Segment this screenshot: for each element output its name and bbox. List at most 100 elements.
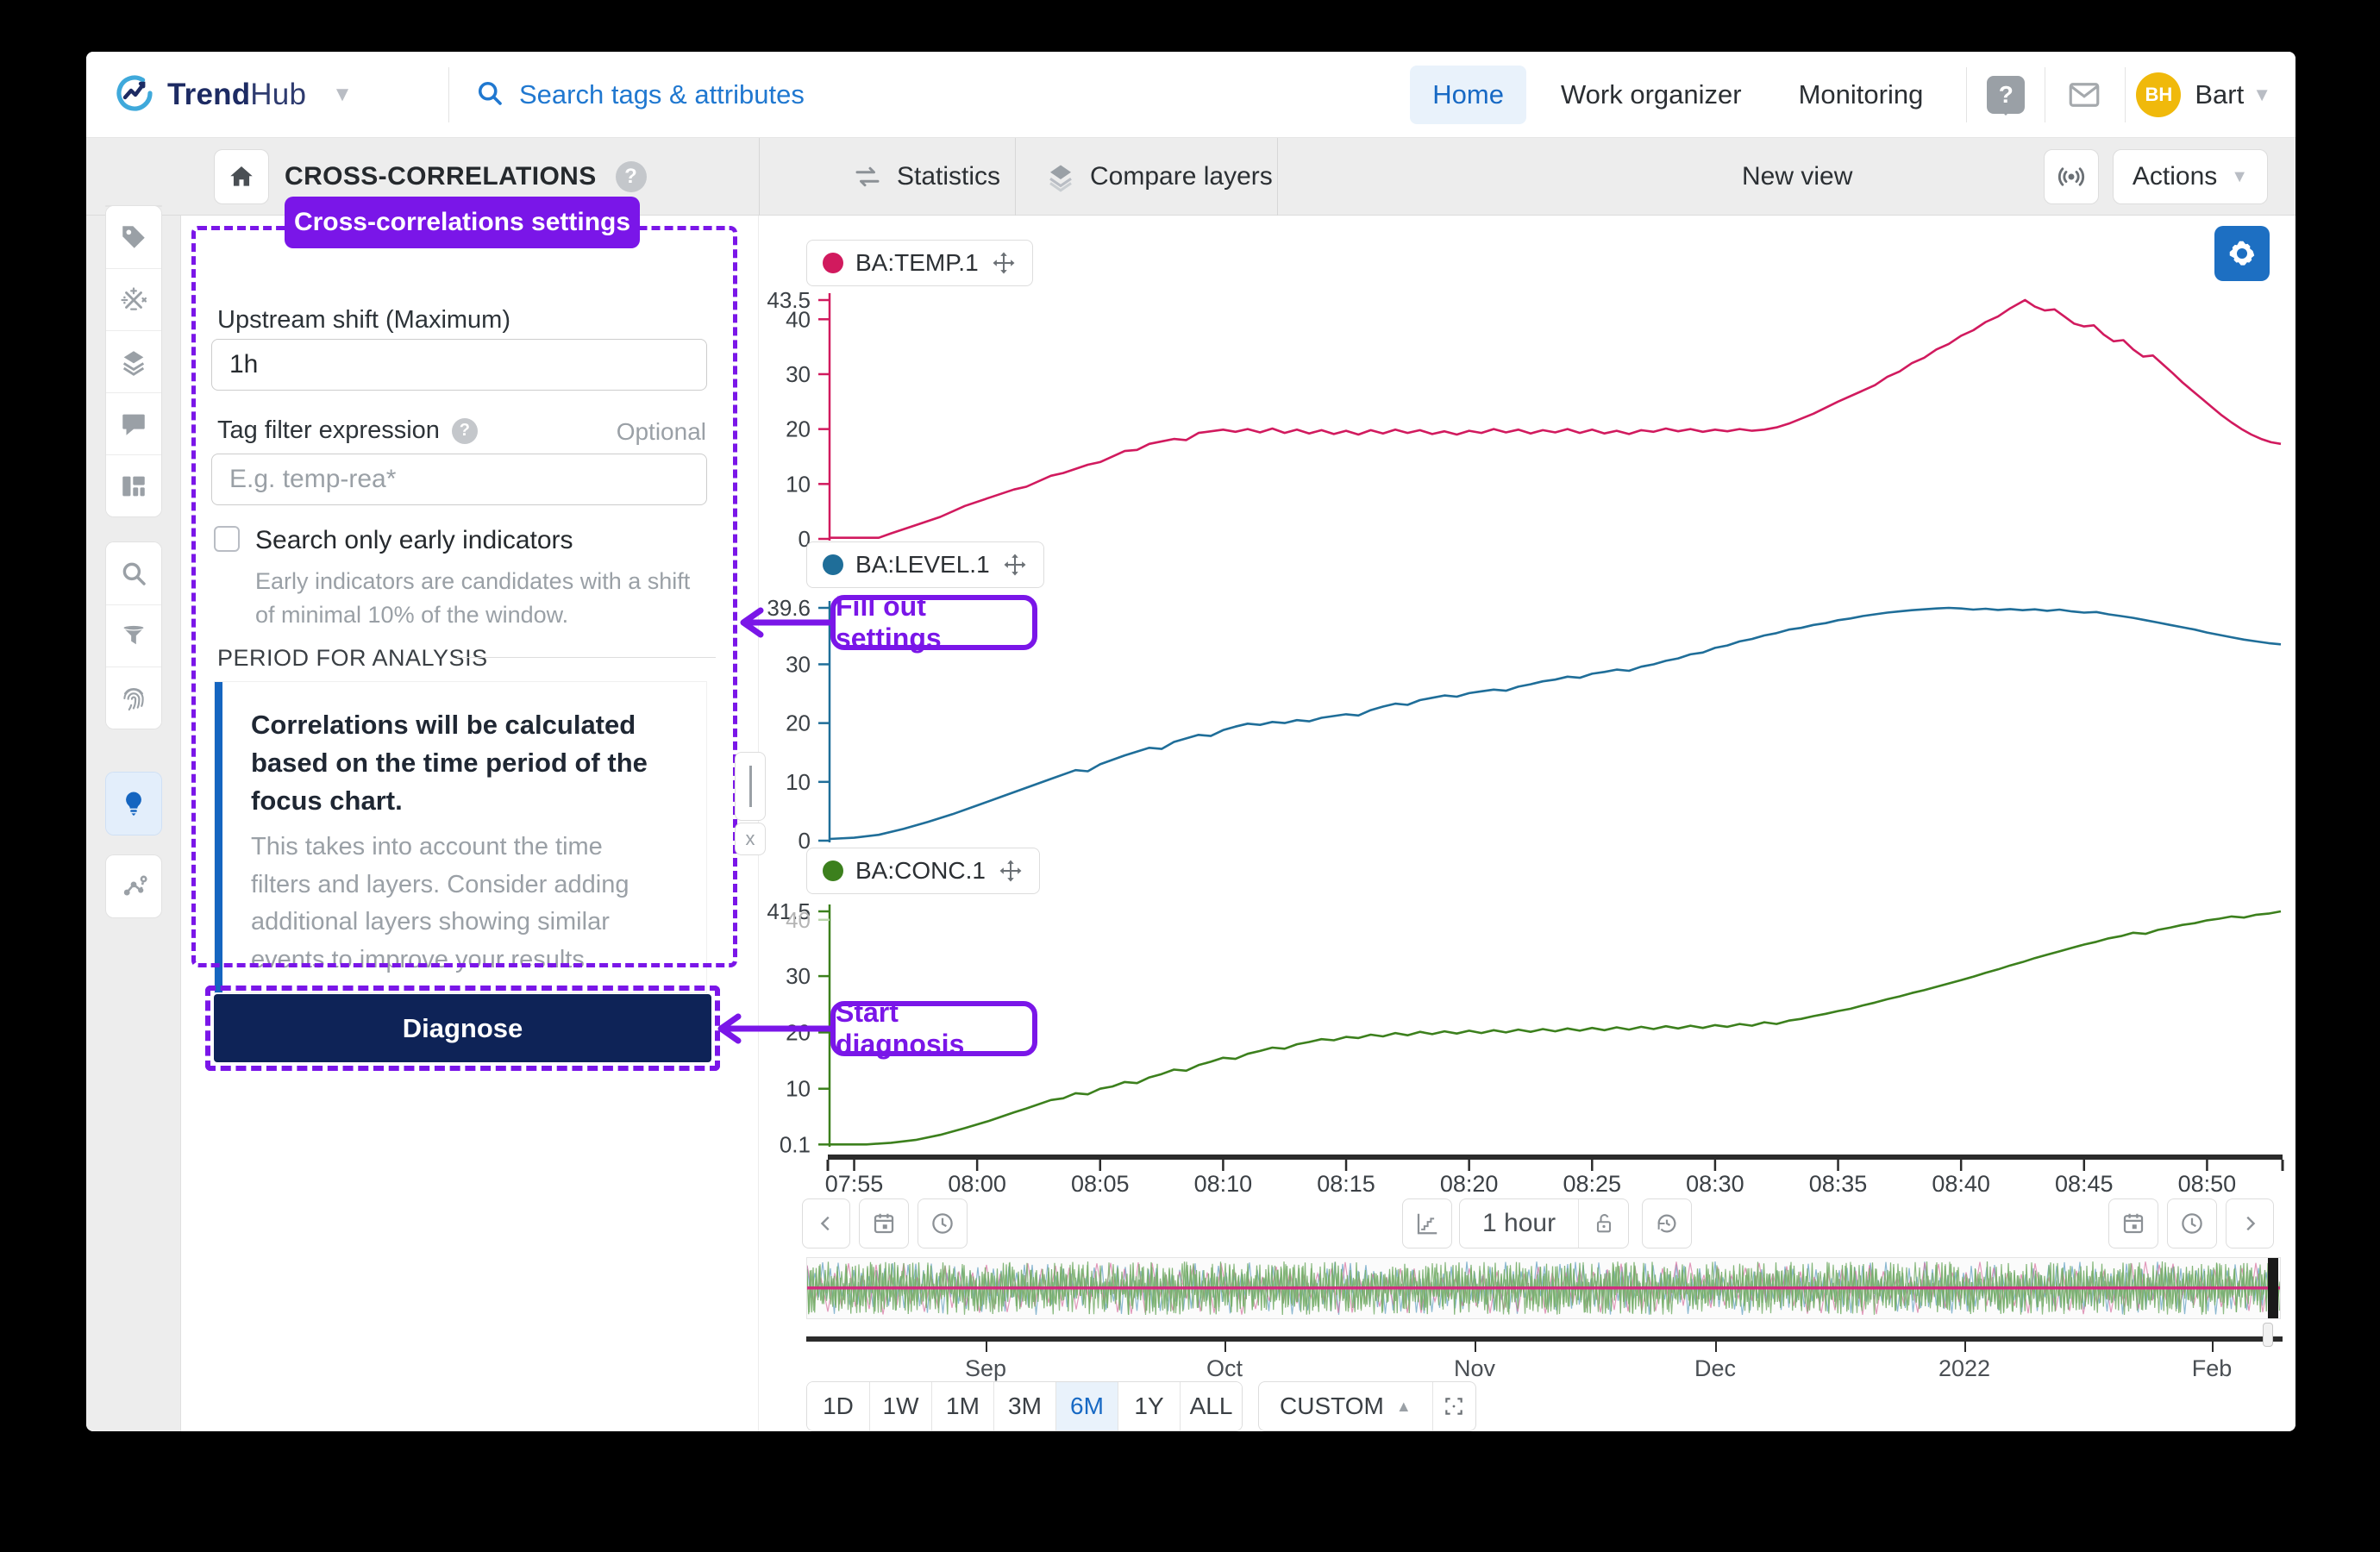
user-menu-caret-icon[interactable]: ▼ <box>2252 84 2271 105</box>
early-indicators-label[interactable]: Search only early indicators <box>255 526 573 554</box>
svg-text:30: 30 <box>786 361 811 387</box>
home-button[interactable] <box>214 149 269 204</box>
legend-chip-temp[interactable]: BA:TEMP.1 <box>806 240 1033 286</box>
upstream-shift-label: Upstream shift (Maximum) <box>217 306 510 334</box>
user-name[interactable]: Bart <box>2195 79 2245 110</box>
settings-callout: Cross-correlations settings <box>285 197 640 248</box>
range-button-3m[interactable]: 3M <box>993 1382 1055 1430</box>
search-input[interactable] <box>519 79 1002 110</box>
minimap-month-tick <box>1964 1342 1966 1352</box>
upstream-shift-input[interactable] <box>211 339 707 391</box>
brand-caret-icon[interactable]: ▼ <box>332 83 353 106</box>
move-icon[interactable] <box>998 858 1024 884</box>
svg-text:08:10: 08:10 <box>1194 1171 1253 1194</box>
start-time-button[interactable] <box>918 1198 968 1248</box>
comments-button[interactable] <box>106 392 161 454</box>
minimap-handle[interactable] <box>2263 1323 2273 1347</box>
global-search <box>474 52 1002 138</box>
search-tool-button[interactable] <box>106 542 161 604</box>
timeline-minimap[interactable] <box>806 1257 2281 1319</box>
page-help-icon[interactable]: ? <box>615 161 647 192</box>
app-window: TrendHub ▼ Home Work organizer Monitorin… <box>86 52 2295 1431</box>
svg-text:40: 40 <box>786 907 811 933</box>
custom-range-button[interactable]: CUSTOM ▲ <box>1280 1392 1412 1419</box>
clock-icon <box>932 1213 953 1234</box>
layers-button[interactable] <box>106 330 161 392</box>
actions-caret-icon: ▼ <box>2231 166 2249 186</box>
tag-icon <box>122 226 145 248</box>
tags-button[interactable] <box>106 206 161 268</box>
series-dot-icon <box>823 554 843 575</box>
custom-range-group: CUSTOM ▲ <box>1258 1381 1476 1431</box>
minimap-month-label: Oct <box>1206 1355 1243 1381</box>
panel-collapse-button[interactable]: x <box>735 823 766 855</box>
range-button-all[interactable]: ALL <box>1180 1382 1242 1430</box>
svg-text:08:00: 08:00 <box>948 1171 1006 1194</box>
pan-left-button[interactable] <box>802 1198 850 1248</box>
topbar-divider <box>448 67 449 122</box>
dashboard-button[interactable] <box>106 454 161 516</box>
nav-work-organizer[interactable]: Work organizer <box>1560 79 1742 110</box>
legend-chip-conc[interactable]: BA:CONC.1 <box>806 848 1040 894</box>
chart-area: 43.5 40 30 20 10 0 39.6 30 20 10 0 41.5 40 30 20 10 0.1 0… <box>759 216 2295 1431</box>
minimap-month-label: 2022 <box>1938 1355 1991 1381</box>
range-button-1m[interactable]: 1M <box>931 1382 993 1430</box>
range-button-1y[interactable]: 1Y <box>1118 1382 1180 1430</box>
move-icon[interactable] <box>991 250 1017 276</box>
actions-button[interactable]: Actions ▼ <box>2113 149 2268 204</box>
statistics-icon <box>855 166 880 187</box>
statistics-button[interactable]: Statistics <box>852 138 1000 216</box>
broadcast-button[interactable] <box>2044 149 2099 204</box>
lock-interval-button[interactable] <box>1578 1199 1628 1248</box>
brand[interactable]: TrendHub ▼ <box>114 52 353 138</box>
minimap-plot <box>807 1261 2280 1316</box>
minimap-month-tick <box>1475 1342 1476 1352</box>
help-button[interactable]: ? <box>1976 76 2036 116</box>
diagnose-button[interactable]: Diagnose <box>214 994 711 1062</box>
interval-value[interactable]: 1 hour <box>1482 1209 1556 1237</box>
chevron-right-icon <box>2246 1216 2256 1231</box>
range-button-6m[interactable]: 6M <box>1055 1382 1118 1430</box>
info-title: Correlations will be calculated based on… <box>251 710 648 817</box>
minimap-month-tick <box>1224 1342 1226 1352</box>
chart-settings-button[interactable] <box>2214 226 2270 281</box>
fingerprint-button[interactable] <box>106 666 161 729</box>
start-date-button[interactable] <box>859 1198 909 1248</box>
tag-filter-help-icon[interactable]: ? <box>451 417 478 444</box>
nav-home[interactable]: Home <box>1410 66 1526 124</box>
cross-correlations-button[interactable] <box>106 773 161 835</box>
math-operations-icon <box>121 286 147 310</box>
range-button-1d[interactable]: 1D <box>807 1382 869 1430</box>
panel-resize-handle[interactable] <box>735 752 766 821</box>
history-button[interactable] <box>1642 1198 1692 1248</box>
calculations-button[interactable] <box>106 268 161 330</box>
network-analysis-button[interactable] <box>106 855 161 917</box>
minimap-axis <box>806 1336 2283 1342</box>
fit-range-button[interactable] <box>1431 1382 1475 1430</box>
start-diagnosis-arrow <box>717 1013 833 1044</box>
early-indicators-checkbox[interactable] <box>214 526 240 552</box>
mail-button[interactable] <box>2054 77 2114 113</box>
compare-layers-button[interactable]: Compare layers <box>1045 138 1273 216</box>
minimap-scrubber[interactable] <box>2268 1258 2278 1318</box>
period-info-card: Correlations will be calculated based on… <box>214 681 707 993</box>
network-graph-icon <box>123 875 147 896</box>
range-button-1w[interactable]: 1W <box>869 1382 931 1430</box>
tag-filter-input[interactable] <box>211 454 707 505</box>
home-icon <box>230 166 253 186</box>
filter-button[interactable] <box>106 604 161 666</box>
svg-text:10: 10 <box>786 769 811 795</box>
interval-group: 1 hour <box>1459 1198 1630 1248</box>
legend-chip-level[interactable]: BA:LEVEL.1 <box>806 541 1044 588</box>
resolution-button[interactable] <box>1402 1198 1452 1248</box>
pan-right-button[interactable] <box>2226 1198 2274 1248</box>
calendar-icon <box>874 1213 894 1234</box>
svg-text:30: 30 <box>786 651 811 677</box>
nav-monitoring[interactable]: Monitoring <box>1798 79 1924 110</box>
move-icon[interactable] <box>1002 552 1028 578</box>
end-date-button[interactable] <box>2108 1198 2158 1248</box>
avatar[interactable]: BH <box>2136 72 2182 117</box>
end-time-button[interactable] <box>2167 1198 2217 1248</box>
trend-charts[interactable]: 43.540302010039.6302010041.5403020100.10… <box>759 216 2295 1194</box>
svg-text:20: 20 <box>786 416 811 442</box>
